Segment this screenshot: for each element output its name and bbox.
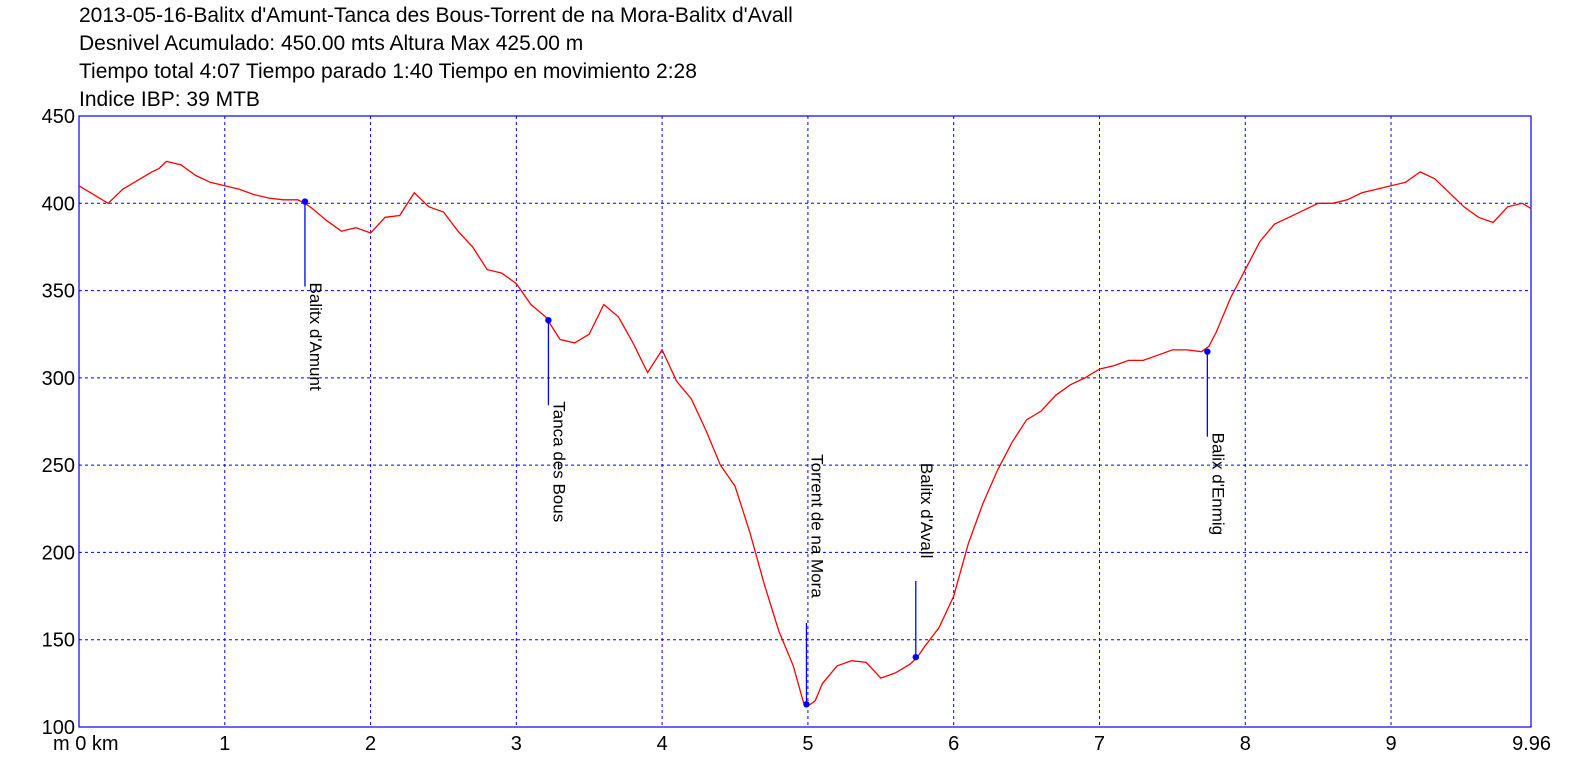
y-tick-label: 450 (42, 106, 75, 128)
y-axis-ticks: 100 150 200 250 300 350 400 450 (42, 106, 75, 739)
waypoint: Balitx d'Amunt (301, 198, 325, 391)
grid-lines (79, 116, 1531, 727)
waypoint-dot (301, 198, 309, 205)
waypoint-label: Tanca des Bous (549, 401, 568, 522)
x-tick-label: 9 (1385, 733, 1396, 755)
waypoint: Balix d'Enmig (1204, 348, 1227, 535)
x-axis-unit-label: m 0 km (53, 733, 119, 755)
ibp-index: Indice IBP: 39 MTB (79, 88, 260, 111)
x-tick-label: 9.96 (1512, 733, 1551, 755)
plot-frame (78, 115, 1532, 728)
y-tick-label: 150 (42, 630, 75, 652)
waypoint-dot (803, 701, 810, 708)
waypoint-label: Balix d'Enmig (1208, 433, 1227, 535)
y-tick-label: 200 (42, 542, 75, 564)
x-tick-label: 6 (948, 733, 959, 755)
y-tick-label: 400 (42, 193, 75, 215)
x-tick-label: 5 (802, 733, 813, 755)
waypoint: Balitx d'Avall (912, 463, 936, 661)
y-tick-label: 250 (42, 455, 75, 477)
x-tick-label: 7 (1094, 733, 1105, 755)
waypoint-label: Torrent de na Mora (807, 454, 826, 598)
waypoint-label: Balitx d'Amunt (306, 283, 325, 391)
x-tick-label: 2 (365, 733, 376, 755)
waypoint: Torrent de na Mora (803, 454, 826, 708)
x-tick-label: 8 (1240, 733, 1251, 755)
chart-title-block: 2013-05-16-Balitx d'Amunt-Tanca des Bous… (79, 2, 793, 114)
waypoint-dot (912, 653, 919, 661)
chart-title: 2013-05-16-Balitx d'Amunt-Tanca des Bous… (79, 4, 793, 27)
x-tick-label: 4 (657, 733, 668, 755)
y-tick-label: 300 (42, 368, 75, 390)
waypoint-dot (545, 317, 552, 324)
waypoint-dot (1204, 348, 1211, 355)
waypoint: Tanca des Bous (545, 317, 568, 522)
waypoint-label: Balitx d'Avall (917, 463, 936, 559)
x-axis-ticks: m 0 km 1 2 3 4 5 6 7 8 9 9.96 (53, 733, 1551, 755)
y-tick-label: 100 (42, 717, 75, 739)
elevation-line (78, 160, 1532, 707)
x-tick-label: 3 (511, 733, 522, 755)
elevation-summary: Desnivel Acumulado: 450.00 mts Altura Ma… (79, 32, 584, 55)
waypoint-markers: Balitx d'Amunt Tanca des Bous Torrent de n… (301, 198, 1227, 708)
time-summary: Tiempo total 4:07 Tiempo parado 1:40 Tie… (79, 60, 697, 83)
y-tick-label: 350 (42, 281, 75, 303)
x-tick-label: 1 (219, 733, 230, 755)
